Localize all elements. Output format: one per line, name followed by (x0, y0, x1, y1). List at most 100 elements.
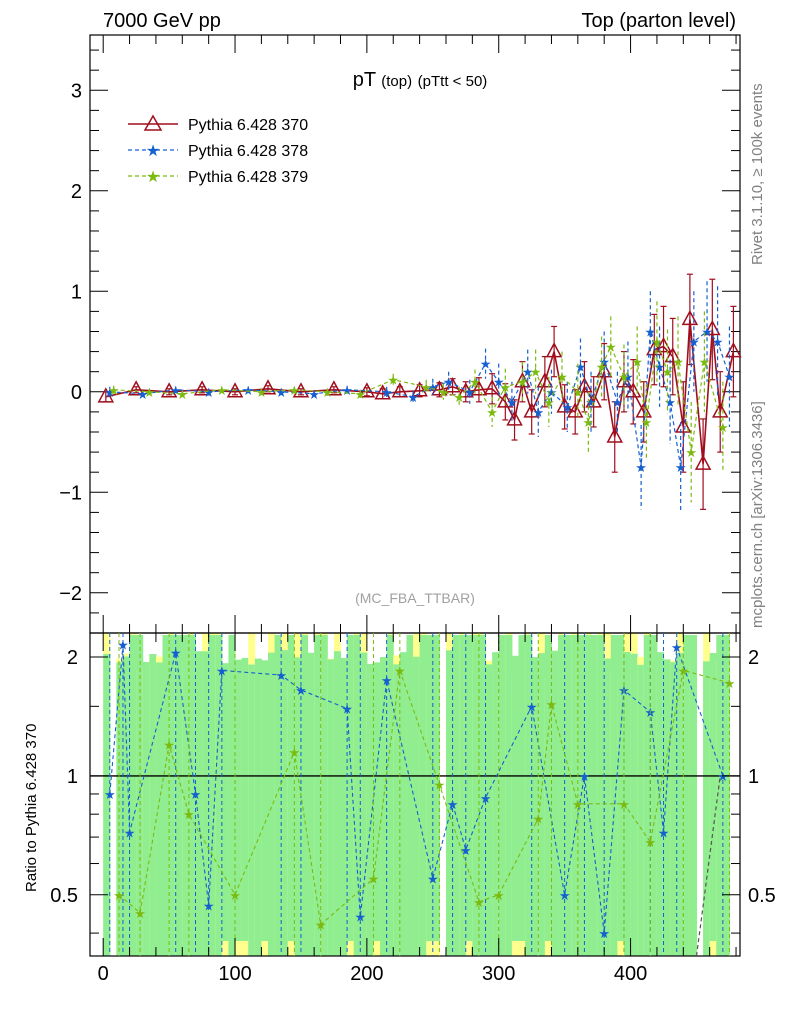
ratio-data-point: ★ (579, 769, 591, 784)
band-green (650, 635, 657, 956)
ratio-data-point: ★ (546, 697, 558, 712)
header-right: Top (parton level) (581, 10, 736, 32)
data-point: ★ (556, 370, 568, 385)
data-point: ★ (596, 360, 608, 375)
band-green (664, 659, 671, 956)
data-point: ★ (499, 380, 511, 395)
band-green (637, 665, 644, 956)
ratio-ytick-label-right: 0.5 (748, 885, 776, 907)
data-point: ★ (575, 360, 587, 375)
band-green (466, 635, 473, 941)
band-green (710, 653, 717, 941)
data-point: ★ (216, 383, 228, 398)
band-green (176, 635, 183, 956)
data-point: ★ (631, 355, 643, 370)
ratio-data-point: ★ (671, 640, 683, 655)
ratio-data-point: ★ (724, 676, 736, 691)
ratio-data-point: ★ (289, 745, 301, 760)
band-green (677, 653, 684, 956)
ratio-data-point: ★ (434, 778, 446, 793)
data-point: ★ (612, 395, 624, 410)
data-point: ★ (543, 395, 555, 410)
band-green (308, 653, 315, 956)
ratio-data-point: ★ (381, 673, 393, 688)
band-green (215, 635, 222, 956)
data-point: ★ (387, 373, 399, 388)
ratio-data-point: ★ (341, 702, 353, 717)
ratio-data-point: ★ (229, 888, 241, 903)
data-point: ★ (289, 383, 301, 398)
band-green (591, 635, 598, 956)
main-ytick-label: 2 (71, 181, 82, 203)
band-green (604, 659, 611, 956)
ratio-ytick-label-left: 1 (67, 766, 78, 788)
band-green (149, 654, 156, 956)
plot-title: pT (top) (pTtt < 50) (353, 69, 488, 91)
band-green (373, 662, 380, 941)
band-green (347, 635, 354, 941)
legend: Pythia 6.428 370 ★ Pythia 6.428 378 ★ Py… (128, 116, 308, 186)
data-point: ★ (341, 383, 353, 398)
data-point: ★ (321, 385, 333, 400)
data-point: ★ (651, 335, 663, 350)
plot-title-sub2: (pTtt < 50) (418, 73, 488, 90)
data-point: ★ (717, 420, 729, 435)
data-point: ★ (407, 390, 419, 405)
ratio-data-point: ★ (394, 663, 406, 678)
main-ytick-label: −2 (59, 583, 82, 605)
data-point: ★ (672, 355, 684, 370)
ratio-data-point: ★ (183, 807, 195, 822)
band-green (367, 664, 374, 956)
ratio-data-point: ★ (203, 898, 215, 913)
band-green (584, 635, 591, 956)
chart-root: 7000 GeV pp Top (parton level) Rivet 3.1… (0, 0, 786, 1024)
band-green (156, 662, 163, 956)
ratio-data-point: ★ (354, 910, 366, 925)
band-green (518, 635, 525, 941)
data-point: ★ (480, 357, 492, 372)
band-green (499, 635, 506, 956)
header-left: 7000 GeV pp (103, 10, 221, 32)
data-point: ★ (685, 445, 697, 460)
data-point: ★ (724, 370, 736, 385)
data-point: ★ (308, 387, 320, 402)
band-green (103, 654, 110, 956)
band-green (644, 635, 651, 956)
band-green (393, 664, 400, 956)
band-green (459, 635, 466, 956)
band-green (492, 652, 499, 956)
rivet-label: Rivet 3.1.10, ≥ 100k events (749, 83, 766, 265)
ratio-data-point: ★ (216, 663, 228, 678)
band-green (182, 635, 189, 956)
band-green (228, 635, 235, 956)
band-green (598, 635, 605, 956)
band-green (400, 652, 407, 956)
data-point: ★ (203, 385, 215, 400)
band-green (420, 635, 427, 956)
data-point: ★ (605, 340, 617, 355)
analysis-watermark: (MC_FBA_TTBAR) (355, 590, 475, 606)
band-green (486, 664, 493, 956)
data-point: ★ (572, 385, 584, 400)
data-point: ★ (176, 387, 188, 402)
ratio-data-point: ★ (493, 888, 505, 903)
data-point: ★ (664, 395, 676, 410)
band-green (406, 635, 413, 956)
plot-title-sub1: (top) (381, 73, 412, 90)
x-tick-label: 400 (614, 963, 647, 985)
ratio-data-point: ★ (559, 888, 571, 903)
band-green (380, 657, 387, 956)
band-green (512, 656, 519, 941)
ratio-data-point: ★ (113, 888, 125, 903)
main-ytick-label: −1 (59, 482, 82, 504)
band-green (288, 635, 295, 941)
main-ytick-label: 3 (71, 80, 82, 102)
x-tick-labels: 0 100 200 300 400 (98, 963, 648, 985)
data-point: ★ (712, 335, 724, 350)
ratio-data-point: ★ (134, 906, 146, 921)
band-green (281, 650, 288, 956)
main-ytick-label: 0 (71, 382, 82, 404)
band-green (314, 635, 321, 956)
legend-marker-379: ★ (146, 169, 160, 186)
band-green (163, 635, 170, 956)
